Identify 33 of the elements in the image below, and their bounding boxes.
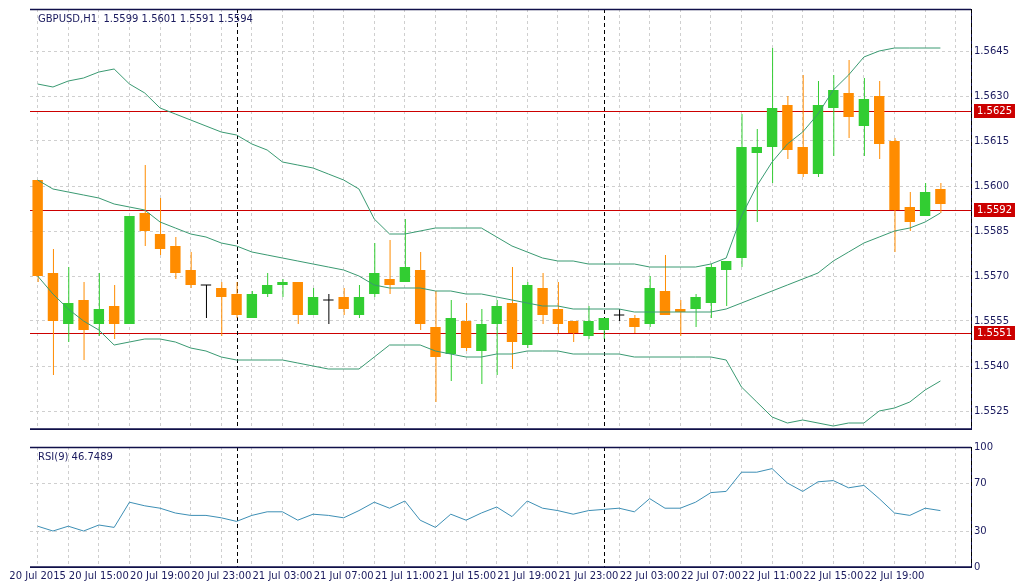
y-tick-label: 100 bbox=[974, 440, 994, 452]
x-tick-label: 21 Jul 23:00 bbox=[558, 569, 619, 581]
x-tick-label: 21 Jul 19:00 bbox=[497, 569, 558, 581]
y-tick-label: 1.5600 bbox=[974, 179, 1009, 191]
x-tick-label: 21 Jul 03:00 bbox=[252, 569, 313, 581]
y-tick-label: 1.5615 bbox=[974, 134, 1009, 146]
y-tick-label: 70 bbox=[974, 476, 987, 488]
x-tick-label: 20 Jul 19:00 bbox=[130, 569, 191, 581]
ref-line-label: 1.5551 bbox=[977, 326, 1012, 338]
chart-title: RSI(9) 46.7489 bbox=[38, 450, 113, 462]
x-tick-label: 22 Jul 15:00 bbox=[803, 569, 864, 581]
x-tick-label: 21 Jul 11:00 bbox=[374, 569, 435, 581]
y-tick-label: 1.5525 bbox=[974, 404, 1009, 416]
y-tick-label: 1.5645 bbox=[974, 44, 1009, 56]
chart-title: GBPUSD,H1 1.5599 1.5601 1.5591 1.5594 bbox=[38, 12, 253, 24]
x-tick-label: 22 Jul 07:00 bbox=[680, 569, 741, 581]
y-tick-label: 1.5585 bbox=[974, 224, 1009, 236]
y-tick-label: 1.5570 bbox=[974, 269, 1009, 281]
y-tick-label: 30 bbox=[974, 524, 987, 536]
x-tick-label: 22 Jul 03:00 bbox=[619, 569, 680, 581]
x-tick-label: 20 Jul 15:00 bbox=[68, 569, 129, 581]
ref-line-label: 1.5625 bbox=[977, 104, 1012, 116]
x-tick-label: 21 Jul 07:00 bbox=[313, 569, 374, 581]
y-tick-label: 1.5555 bbox=[974, 314, 1009, 326]
x-tick-label: 20 Jul 2015 bbox=[9, 569, 66, 581]
y-tick-label: 1.5630 bbox=[974, 89, 1009, 101]
x-tick-label: 22 Jul 19:00 bbox=[864, 569, 925, 581]
x-tick-label: 20 Jul 23:00 bbox=[191, 569, 252, 581]
y-tick-label: 0 bbox=[974, 560, 981, 572]
x-tick-label: 21 Jul 15:00 bbox=[436, 569, 497, 581]
ref-line-label: 1.5592 bbox=[977, 203, 1012, 215]
y-tick-label: 1.5540 bbox=[974, 359, 1009, 371]
x-tick-label: 22 Jul 11:00 bbox=[742, 569, 803, 581]
